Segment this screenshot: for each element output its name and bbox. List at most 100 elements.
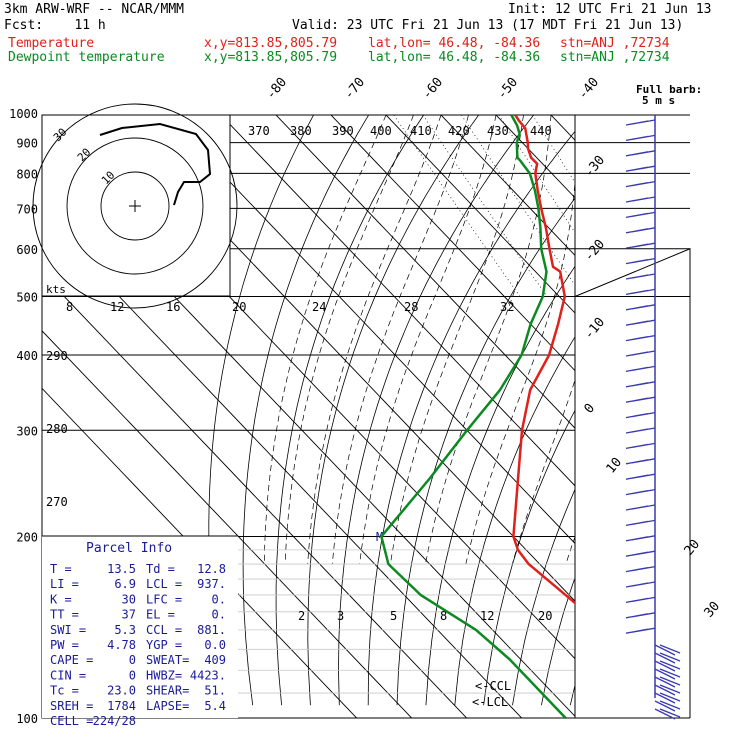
parcel-value: 23.0 bbox=[107, 684, 136, 698]
parcel-label: LFC = bbox=[146, 592, 182, 606]
parcel-label: LCL = bbox=[146, 577, 182, 591]
parcel-value: 51. bbox=[204, 684, 226, 698]
wind-barb bbox=[654, 676, 681, 688]
forecast-hour: Fcst: 11 h bbox=[4, 18, 106, 33]
isotherm-line bbox=[385, 115, 575, 314]
dry-adiabat-line bbox=[599, 102, 740, 705]
barb-legend-unit: 5 m s bbox=[642, 94, 675, 107]
wind-barb bbox=[625, 196, 656, 203]
hodograph-ring bbox=[100, 171, 170, 241]
isotherm-label: -20 bbox=[582, 237, 609, 265]
moist-adiabat-line bbox=[465, 178, 575, 565]
parcel-label: TT = bbox=[50, 608, 79, 622]
pressure-tick-label: 500 bbox=[16, 291, 38, 305]
isotherm-line bbox=[649, 102, 740, 731]
wind-barb bbox=[625, 381, 656, 388]
mixing-ratio-label: 32 bbox=[500, 300, 514, 314]
isotherm-line bbox=[704, 102, 740, 731]
parcel-value: 937. bbox=[197, 577, 226, 591]
isotherm-label: -70 bbox=[342, 75, 369, 103]
wind-barb bbox=[625, 442, 656, 450]
parcel-value: 37 bbox=[122, 608, 136, 622]
wind-barb bbox=[625, 257, 656, 265]
mixing-ratio-label: 20 bbox=[232, 300, 246, 314]
parcel-label: SWEAT= bbox=[146, 653, 189, 667]
wind-barb bbox=[625, 535, 656, 542]
wind-barb bbox=[654, 652, 681, 664]
parcel-value: 5.3 bbox=[114, 623, 136, 637]
parcel-label: LI = bbox=[50, 577, 79, 591]
wind-barb bbox=[625, 211, 656, 219]
wind-barb bbox=[625, 227, 656, 234]
wind-barb bbox=[625, 427, 656, 434]
parcel-value: 30 bbox=[122, 592, 136, 606]
wind-barb bbox=[625, 273, 656, 280]
pressure-tick-label: 400 bbox=[16, 349, 38, 363]
wind-barb bbox=[625, 319, 656, 326]
dry-adiabat-line bbox=[425, 265, 575, 706]
dewpoint-latlon: lat,lon= 46.48, -84.36 bbox=[368, 50, 541, 65]
moist-adiabat-line bbox=[390, 115, 524, 565]
annotation-m: M bbox=[376, 530, 383, 544]
wind-barb bbox=[625, 242, 656, 249]
parcel-label: CCL = bbox=[146, 623, 182, 637]
isotherm-line bbox=[42, 330, 413, 718]
parcel-label: PW = bbox=[50, 638, 79, 652]
moist-adiabat-line bbox=[307, 115, 442, 565]
isotherm-line bbox=[330, 115, 575, 372]
parcel-label: HWBZ= bbox=[146, 668, 182, 682]
wind-barb bbox=[654, 644, 681, 656]
hodograph-trace bbox=[99, 122, 212, 206]
isotherm-line bbox=[495, 115, 575, 199]
parcel-value: 0 bbox=[129, 668, 136, 682]
wind-barb bbox=[625, 165, 656, 172]
theta-label: 270 bbox=[46, 495, 68, 509]
isotherm-label: -30 bbox=[582, 153, 609, 181]
wind-barb bbox=[654, 660, 681, 672]
mixing-ratio-label: 28 bbox=[404, 300, 418, 314]
parcel-value: 4423. bbox=[190, 668, 226, 682]
parcel-value: 13.5 bbox=[107, 562, 136, 576]
parcel-value: 0.0 bbox=[204, 638, 226, 652]
parcel-value: 881. bbox=[197, 623, 226, 637]
wind-barb bbox=[625, 150, 656, 157]
isotherm-label: -60 bbox=[420, 75, 447, 103]
wind-barb bbox=[654, 692, 681, 704]
isotherm-line bbox=[42, 272, 468, 718]
wind-barb bbox=[625, 488, 656, 496]
ccl-marker: <-CCL bbox=[475, 679, 511, 693]
parcel-value: 0 bbox=[129, 653, 136, 667]
isotherm-line bbox=[165, 115, 575, 545]
parcel-label: CELL = bbox=[50, 714, 93, 728]
isotherm-label: 30 bbox=[702, 599, 724, 621]
isotherm-label: -40 bbox=[576, 75, 603, 103]
wind-barb bbox=[625, 473, 656, 480]
dry-adiabat-line bbox=[208, 115, 315, 706]
pressure-tick-label: 900 bbox=[16, 137, 38, 151]
parcel-title: Parcel Info bbox=[86, 541, 172, 556]
pressure-tick-label: 1000 bbox=[9, 107, 38, 121]
theta-label: 390 bbox=[332, 124, 354, 138]
wind-barb bbox=[625, 458, 656, 465]
dry-adiabat-line bbox=[275, 115, 425, 706]
plot-frame bbox=[41, 114, 576, 719]
hodograph-unit: kts bbox=[46, 283, 66, 296]
parcel-value: 12.8 bbox=[197, 562, 226, 576]
theta-label: 400 bbox=[370, 124, 392, 138]
dry-adiabat-line bbox=[396, 197, 575, 706]
theta-label: 380 bbox=[290, 124, 312, 138]
isotherm-label: 20 bbox=[682, 537, 704, 559]
wind-barb bbox=[654, 700, 681, 712]
mixing-ratio-label: 16 bbox=[166, 300, 180, 314]
dewpoint-line bbox=[380, 115, 567, 718]
isotherm-line bbox=[220, 115, 575, 487]
isotherm-line bbox=[440, 115, 575, 257]
isotherm-label: -80 bbox=[264, 75, 291, 103]
wind-barb bbox=[625, 581, 656, 588]
parcel-value: 1784 bbox=[107, 699, 136, 713]
theta-label: 370 bbox=[248, 124, 270, 138]
moist-adiabat-line bbox=[284, 115, 414, 565]
mixing-ratio-label: 20 bbox=[538, 609, 552, 623]
